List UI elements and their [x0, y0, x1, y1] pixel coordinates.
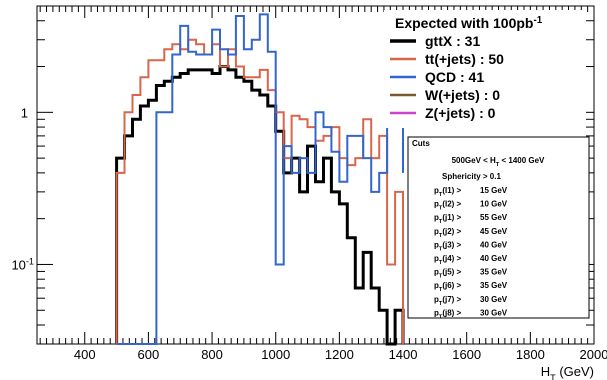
- series-tt-jets: [115, 38, 404, 344]
- cuts-ht: 500GeV < HT < 1400 GeV: [452, 156, 545, 168]
- cuts-pt-value: 30 GeV: [480, 295, 508, 304]
- cuts-frame: [407, 136, 590, 319]
- x-tick-label: 2000: [580, 347, 607, 362]
- cuts-box: Cuts 500GeV < HT < 1400 GeV Sphericity > 0…: [407, 136, 590, 320]
- cuts-pt-value: 45 GeV: [480, 227, 508, 236]
- series-gttx: [115, 65, 405, 346]
- y-tick-label: 10-1: [11, 256, 34, 272]
- legend-header: Expected with 100pb-1: [395, 15, 543, 32]
- x-tick-label: 800: [201, 347, 223, 362]
- x-tick-label: 1400: [389, 347, 418, 362]
- cuts-pt-label: pT(j2) >: [434, 227, 462, 239]
- series-qcd: [116, 13, 404, 345]
- x-tick-label: 1000: [261, 347, 290, 362]
- legend-entry: gttX : 31: [425, 33, 480, 49]
- axis-layer: 400 600 800 1000 1200 1400 1600 1800 2000 1 10-1 HT…: [11, 6, 607, 380]
- cuts-pt-value: 15 GeV: [480, 186, 508, 195]
- legend-entry: Z(+jets) : 0: [425, 105, 496, 121]
- cuts-title: Cuts: [412, 139, 430, 148]
- cuts-pt-value: 55 GeV: [480, 213, 508, 222]
- cuts-pt-value: 35 GeV: [480, 281, 508, 290]
- cuts-pt-value: 10 GeV: [480, 200, 508, 209]
- legend-entry: tt(+jets) : 50: [425, 51, 504, 67]
- cuts-pt-label: pT(j3) >: [434, 240, 462, 252]
- cuts-pt-value: 40 GeV: [480, 240, 508, 249]
- plot-frame: [36, 5, 595, 345]
- cuts-sphericity: Sphericity > 0.1: [442, 172, 501, 181]
- cuts-pt-label: pT(l2) >: [434, 200, 462, 212]
- y-tick-label: 1: [21, 105, 28, 120]
- cuts-pt-label: pT(j7) >: [434, 295, 462, 307]
- cuts-pt-label: pT(j4) >: [434, 254, 462, 266]
- series-layer: [115, 13, 405, 346]
- cuts-pt-label: pT(l1) >: [434, 186, 462, 198]
- x-axis-label: HT (GeV): [541, 364, 594, 380]
- x-tick-label: 1200: [325, 347, 354, 362]
- cuts-pt-label: pT(j8) >: [434, 308, 462, 320]
- legend-entry: QCD : 41: [425, 69, 484, 85]
- x-tick-label: 600: [138, 347, 160, 362]
- cuts-pt-label: pT(j6) >: [434, 281, 462, 293]
- cuts-pt-value: 35 GeV: [480, 268, 508, 277]
- cuts-pt-value: 40 GeV: [480, 254, 508, 263]
- x-tick-label: 1600: [452, 347, 481, 362]
- legend-background: [384, 10, 586, 128]
- cuts-pt-label: pT(j5) >: [434, 268, 462, 280]
- legend-entry: W(+jets) : 0: [425, 87, 500, 103]
- cuts-pt-value: 30 GeV: [480, 308, 508, 317]
- x-tick-label: 1800: [516, 347, 545, 362]
- x-tick-label: 400: [74, 347, 96, 362]
- cuts-pt-label: pT(j1) >: [434, 213, 462, 225]
